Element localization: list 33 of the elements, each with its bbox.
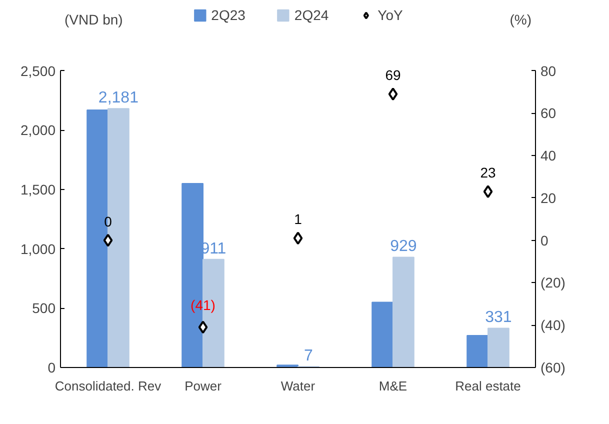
y2-tick-label: 80: [540, 62, 556, 79]
data-label: (41): [190, 297, 216, 314]
legend-label: YoY: [378, 7, 403, 23]
data-label: 23: [480, 164, 496, 181]
x-tick-label: M&E: [378, 378, 408, 394]
legend-label: 2Q23: [211, 7, 246, 23]
x-tick-label: Water: [280, 378, 316, 394]
y-axis-title: (VND bn): [64, 12, 123, 28]
y-tick-label: 500: [32, 300, 56, 316]
data-label: 331: [485, 309, 512, 326]
data-label: 69: [385, 67, 401, 84]
y-tick-label: 1,000: [20, 240, 56, 257]
x-tick-label: Real estate: [455, 378, 521, 394]
x-tick-label: Consolidated. Rev: [54, 378, 162, 394]
y-tick-label: 2,500: [20, 62, 56, 79]
y2-axis-title: (%): [510, 12, 532, 28]
x-tick-label: Power: [184, 378, 222, 394]
legend-label: 2Q24: [294, 7, 329, 23]
y2-tick-label: (40): [540, 317, 566, 334]
y-tick-label: 1,500: [20, 181, 56, 198]
y2-tick-label: (20): [540, 274, 566, 291]
data-label: 0: [104, 213, 112, 230]
data-label: 2,181: [98, 90, 139, 107]
y2-tick-label: 0: [540, 232, 548, 248]
data-label: 929: [390, 238, 417, 256]
data-label: 7: [304, 348, 313, 365]
y2-tick-label: 20: [540, 190, 556, 206]
y-tick-label: 0: [48, 360, 56, 376]
y2-tick-label: (60): [540, 360, 566, 376]
y2-tick-label: 40: [540, 148, 556, 164]
y-tick-label: 2,000: [20, 122, 56, 138]
y2-tick-label: 60: [540, 105, 556, 122]
data-label: 1: [294, 211, 302, 228]
